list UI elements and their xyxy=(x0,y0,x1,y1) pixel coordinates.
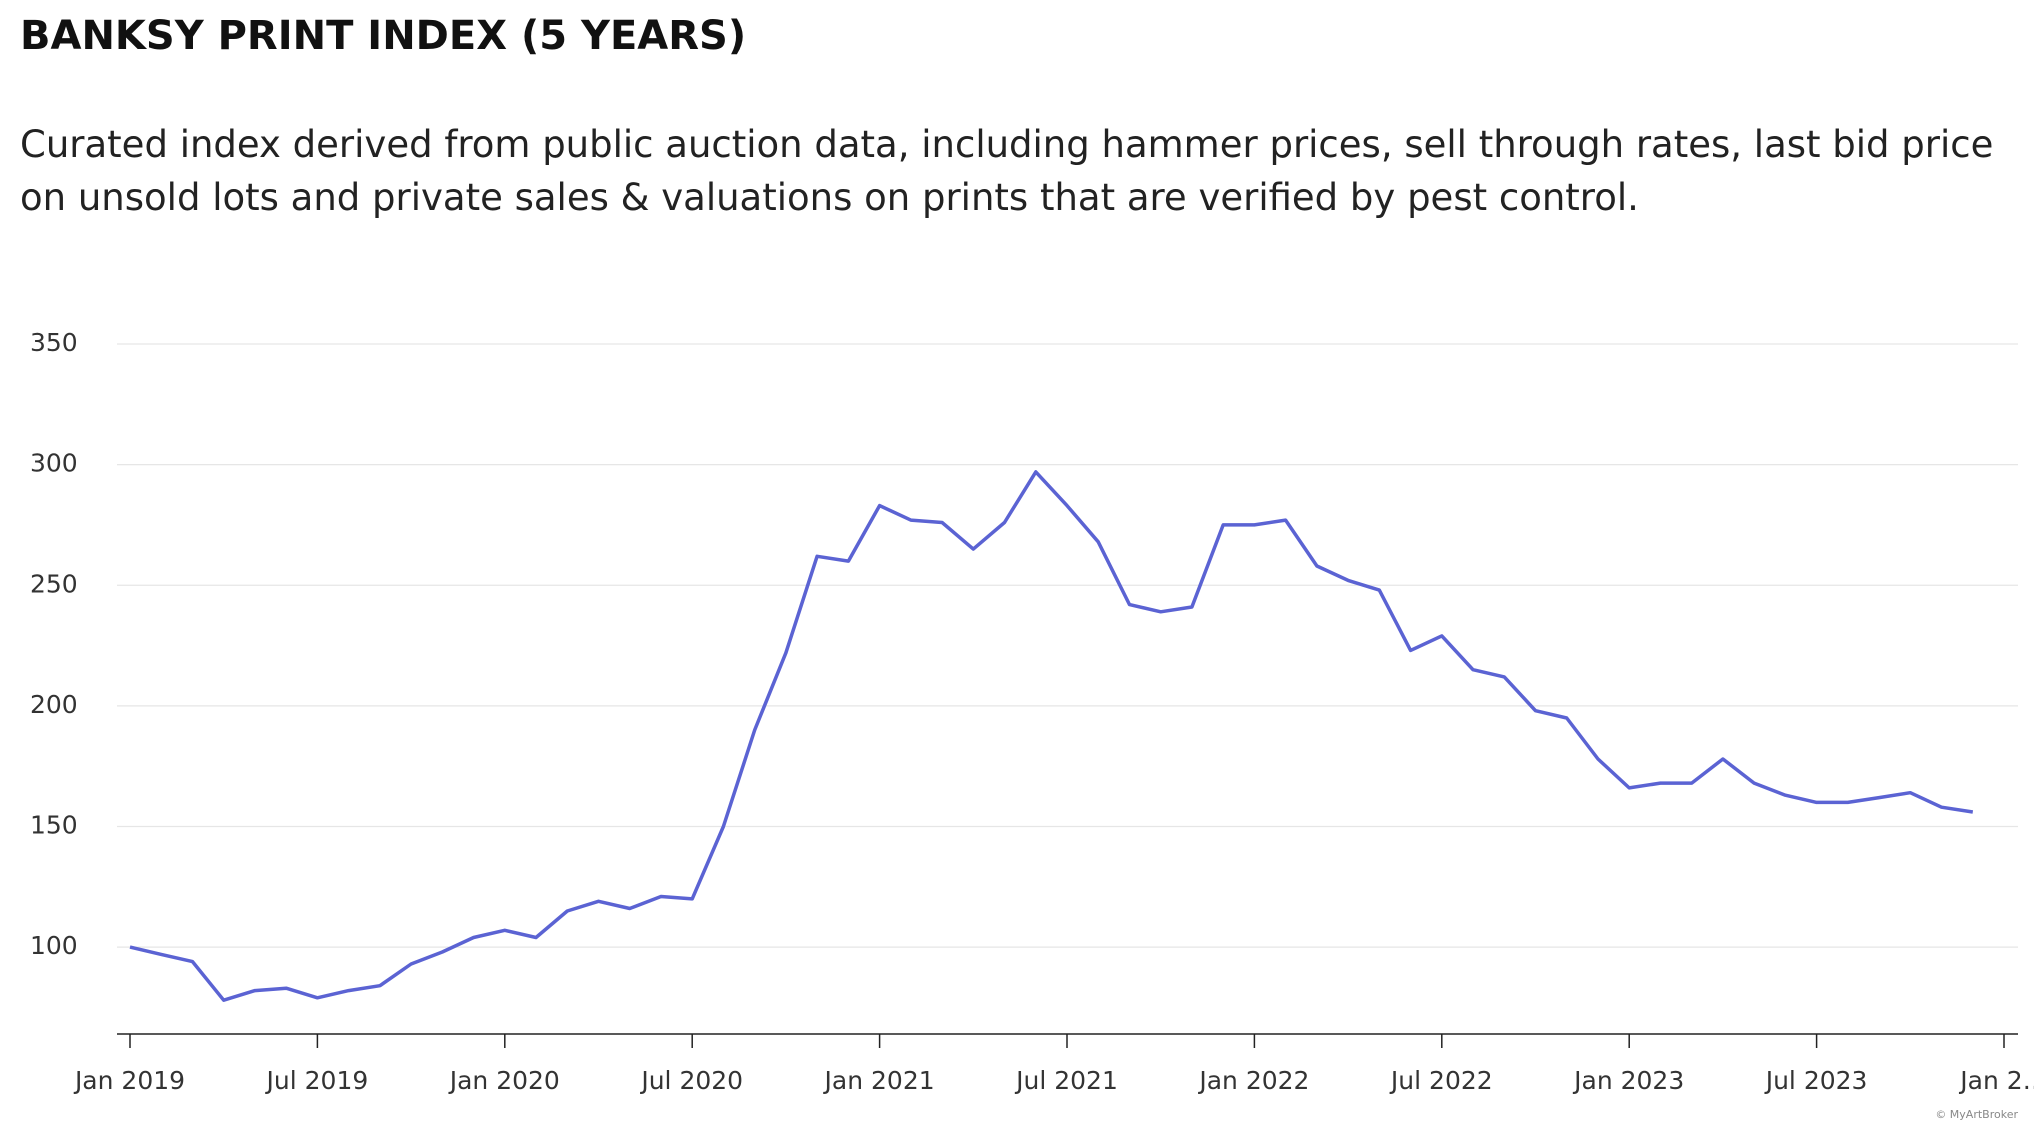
chart-subtitle: Curated index derived from public auctio… xyxy=(20,123,1994,219)
credit: © MyArtBroker xyxy=(1935,1108,2018,1121)
y-tick-label: 150 xyxy=(30,811,78,840)
y-tick-label: 200 xyxy=(30,690,78,719)
y-tick-label: 100 xyxy=(30,931,78,960)
y-tick-label: 250 xyxy=(30,569,78,598)
index-line xyxy=(129,470,1974,1002)
x-tick-label: Jan 2021 xyxy=(823,1066,935,1095)
x-tick-label: Jan 2020 xyxy=(448,1066,560,1095)
x-tick-label: Jan 2… xyxy=(1958,1066,2034,1095)
chart-title: BANKSY PRINT INDEX (5 YEARS) xyxy=(20,13,746,59)
x-tick-label: Jan 2019 xyxy=(73,1066,185,1095)
y-tick-label: 300 xyxy=(30,449,78,478)
x-tick-label: Jul 2021 xyxy=(1014,1066,1118,1095)
x-tick-label: Jul 2022 xyxy=(1389,1066,1493,1095)
x-tick-label: Jan 2023 xyxy=(1572,1066,1684,1095)
y-tick-label: 350 xyxy=(30,328,78,357)
x-tick-label: Jul 2023 xyxy=(1764,1066,1868,1095)
subtitle-box: Curated index derived from public auctio… xyxy=(20,123,1994,219)
x-tick-label: Jan 2022 xyxy=(1197,1066,1309,1095)
x-tick-label: Jul 2019 xyxy=(265,1066,369,1095)
x-tick-label: Jul 2020 xyxy=(639,1066,743,1095)
